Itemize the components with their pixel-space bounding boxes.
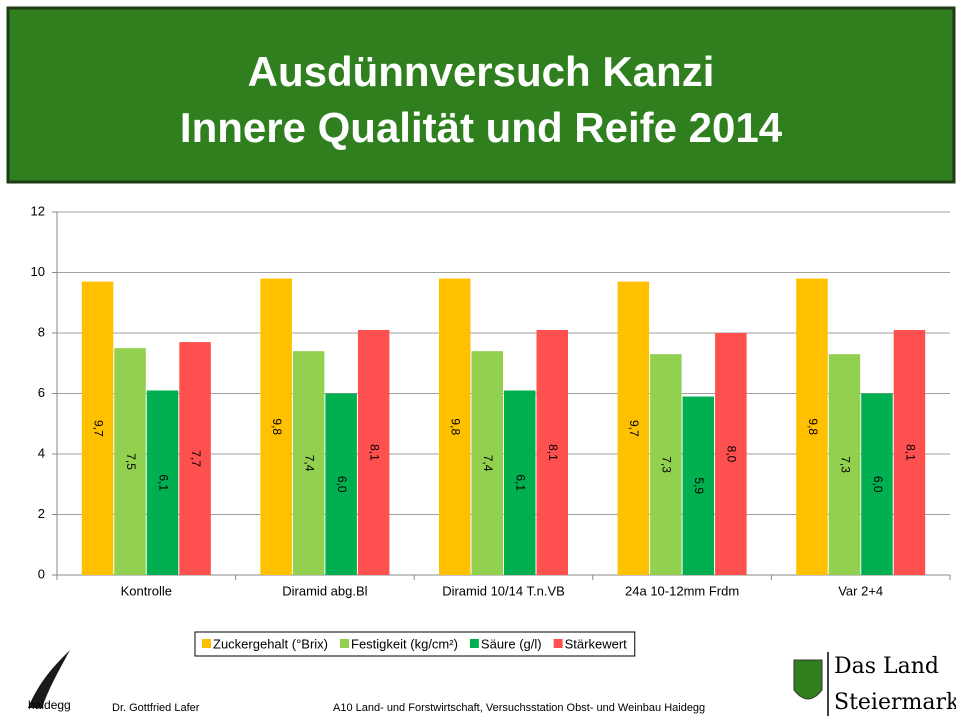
y-tick-label: 6 <box>38 385 45 400</box>
legend-swatch <box>553 639 563 648</box>
chart: 0 2 4 6 8 10 12 Kontrolle 9,7 7,5 6,1 7,7 Diramid ab… <box>31 203 951 657</box>
bar <box>471 351 503 575</box>
bar <box>114 348 146 575</box>
x-tick-label: 24a 10-12mm Frdm <box>625 583 739 598</box>
value-label: 9,8 <box>806 418 820 435</box>
value-label: 9,8 <box>449 418 463 435</box>
legend: Zuckergehalt (°Brix) Festigkeit (kg/cm²) S… <box>194 631 636 657</box>
bar <box>260 278 292 575</box>
bar <box>504 390 536 575</box>
legend-swatch <box>469 639 479 648</box>
bar <box>179 342 211 575</box>
bar <box>650 354 682 575</box>
value-label: 7,4 <box>481 455 495 472</box>
bar <box>536 329 568 575</box>
bar <box>715 333 747 575</box>
legend-label: Stärkewert <box>565 636 628 651</box>
x-tick-label: Diramid 10/14 T.n.VB <box>442 583 565 598</box>
value-label: 9,8 <box>270 418 284 435</box>
chart-title: Innere Qualität und Reife 2014 <box>180 104 783 151</box>
y-tick-label: 8 <box>38 324 45 339</box>
brand: Das Land <box>834 654 939 679</box>
bar <box>828 354 861 575</box>
y-tick-label: 10 <box>31 264 45 279</box>
value-label: 9,7 <box>91 420 105 437</box>
bar <box>325 393 357 575</box>
bar <box>796 278 828 575</box>
value-label: 5,9 <box>692 477 706 494</box>
value-label: 7,5 <box>124 453 138 470</box>
y-tick-label: 0 <box>38 566 45 581</box>
value-label: 8,1 <box>546 444 560 461</box>
institution: A10 Land- und Forstwirtschaft, Versuchss… <box>333 702 705 714</box>
bar <box>439 278 471 575</box>
value-label: 8,0 <box>725 446 739 463</box>
bar <box>357 329 390 575</box>
value-label: 7,3 <box>838 456 852 473</box>
bar <box>861 393 893 575</box>
legend-label: Festigkeit (kg/cm²) <box>351 636 458 651</box>
bar <box>81 281 114 575</box>
bar <box>682 396 715 575</box>
chart-title: Ausdünnversuch Kanzi <box>248 48 715 95</box>
value-label: 6,0 <box>871 476 885 493</box>
value-label: 6,1 <box>514 474 528 491</box>
value-label: 6,0 <box>335 476 349 493</box>
x-tick-label: Kontrolle <box>121 583 172 598</box>
legend-label: Zuckergehalt (°Brix) <box>213 636 328 651</box>
coat-of-arms <box>793 659 823 700</box>
legend-swatch <box>202 639 211 648</box>
bar <box>893 329 926 575</box>
legend-label: Säure (g/l) <box>481 636 542 651</box>
value-label: 7,7 <box>189 450 203 467</box>
author: Dr. Gottfried Lafer <box>112 702 200 714</box>
brand: Steiermark <box>834 690 956 715</box>
logo-text: haidegg <box>28 698 71 712</box>
y-tick-label: 4 <box>38 445 45 460</box>
legend-swatch <box>340 639 350 648</box>
value-label: 9,7 <box>627 420 641 437</box>
value-label: 8,1 <box>903 444 917 461</box>
value-label: 8,1 <box>367 444 381 461</box>
haidegg-logo <box>28 650 70 708</box>
bar <box>146 390 179 575</box>
y-tick-label: 2 <box>38 506 45 521</box>
value-label: 7,3 <box>660 456 674 473</box>
x-tick-label: Var 2+4 <box>838 583 883 598</box>
value-label: 6,1 <box>156 474 170 491</box>
bar <box>292 351 325 575</box>
y-tick-label: 12 <box>31 203 45 218</box>
x-tick-label: Diramid abg.Bl <box>282 583 367 598</box>
value-label: 7,4 <box>302 455 316 472</box>
header <box>6 6 956 184</box>
bar <box>617 281 650 575</box>
